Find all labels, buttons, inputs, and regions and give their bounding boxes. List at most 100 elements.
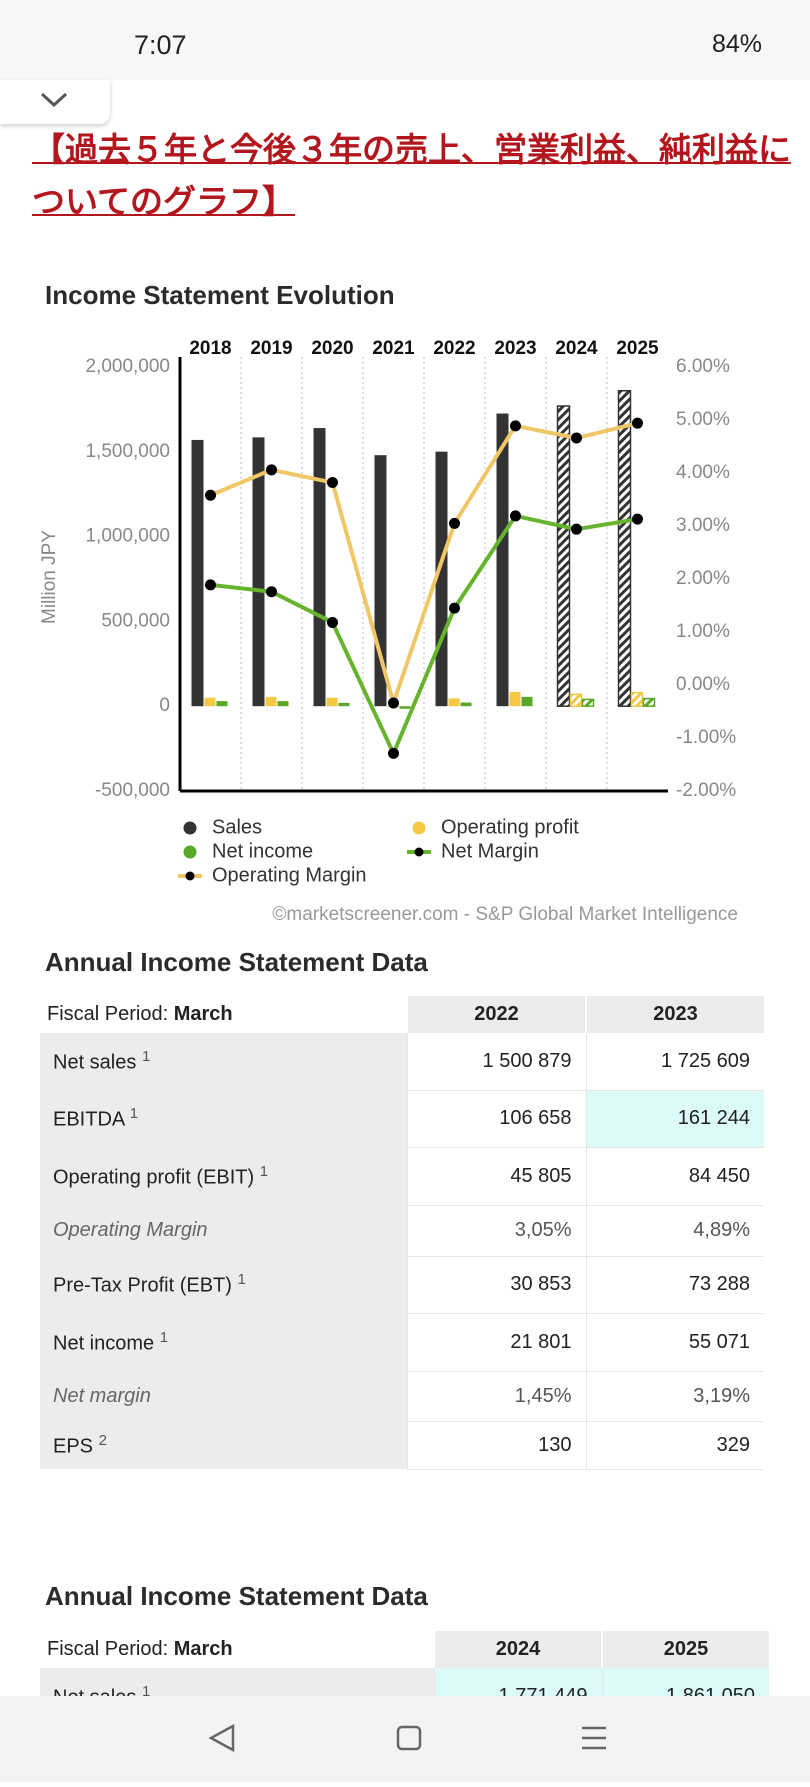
- series-line: [210, 513, 638, 756]
- series-line: [209, 421, 638, 706]
- bar: [521, 696, 533, 707]
- bar: [216, 701, 228, 707]
- bar: [642, 697, 656, 707]
- period-value: March: [173, 1003, 233, 1025]
- y2-tick-label: 4.00%: [676, 462, 730, 483]
- line-point: [388, 747, 399, 759]
- header-row: Fiscal Period: March 2024 2025: [39, 1631, 769, 1668]
- legend-label: Operating Margin: [212, 864, 367, 886]
- status-bar: 7:07 84%: [0, 0, 810, 80]
- x-tick-label: 2021: [372, 338, 415, 359]
- row-label: EPS 2: [40, 1421, 407, 1469]
- bar: [399, 706, 411, 709]
- bar: [460, 702, 472, 707]
- row-label: Operating Margin: [40, 1205, 407, 1256]
- y2-tick-label: 0.00%: [676, 674, 730, 695]
- y2-tick-label: 6.00%: [676, 356, 730, 377]
- bar: [338, 702, 350, 707]
- footnote-ref: 1: [141, 1683, 151, 1701]
- line-point: [571, 523, 582, 535]
- table-cell: 84 450: [585, 1147, 764, 1206]
- line-point: [327, 616, 338, 628]
- y-tick-label: 1,000,000: [85, 526, 170, 547]
- row-label-text: Operating Margin: [53, 1219, 208, 1241]
- period-label: Fiscal Period:: [47, 1003, 169, 1025]
- row-label-text: EBITDA: [53, 1108, 125, 1131]
- table-cell: 21 801: [406, 1313, 586, 1372]
- footnote-ref: 1: [259, 1162, 269, 1180]
- y-axis-label: Million JPY: [39, 530, 60, 624]
- legend-swatch: [412, 821, 426, 835]
- period-header: Fiscal Period: March: [39, 996, 407, 1033]
- status-battery: 84%: [711, 30, 762, 58]
- line-point: [205, 489, 216, 501]
- table-cell: 3,05%: [406, 1205, 586, 1257]
- legend-label: Net income: [212, 840, 313, 862]
- row-label: Net margin: [40, 1371, 407, 1421]
- chart: Income Statement Evolution Million JPY ©…: [39, 279, 738, 926]
- x-tick-label: 2018: [189, 338, 231, 359]
- bar: [556, 405, 571, 707]
- bar: [252, 437, 265, 707]
- line-point: [388, 697, 399, 709]
- bar: [265, 696, 277, 707]
- row-label: Net sales 1: [40, 1033, 407, 1090]
- table-cell: 30 853: [406, 1256, 586, 1314]
- bar: [313, 428, 326, 707]
- y-tick-label: 1,500,000: [85, 441, 170, 462]
- row-label-text: Net income: [53, 1332, 155, 1355]
- y-tick-label: 2,000,000: [85, 356, 170, 377]
- column-header: 2024: [433, 1631, 602, 1668]
- table-title: Annual Income Statement Data: [45, 947, 428, 977]
- table-cell: 329: [585, 1421, 764, 1470]
- line-point: [632, 417, 643, 429]
- bar: [617, 389, 632, 707]
- table-cell: 1,45%: [406, 1371, 586, 1422]
- bar: [509, 691, 521, 707]
- table-cell: 1 500 879: [406, 1033, 586, 1091]
- line-point: [632, 513, 643, 525]
- bar: [496, 413, 509, 707]
- table-row: Net margin 1,45% 3,19%: [40, 1371, 764, 1422]
- y-tick-label: 500,000: [101, 610, 170, 631]
- row-label-text: Operating profit (EBIT): [53, 1166, 255, 1189]
- page-heading: 【過去５年と今後３年の売上、営業利益、純利益についてのグラフ】: [32, 131, 791, 220]
- x-tick-label: 2024: [555, 338, 598, 359]
- bar: [277, 701, 289, 707]
- chevron-icon: [40, 92, 68, 108]
- row-label: EBITDA 1: [40, 1090, 407, 1147]
- home-button[interactable]: [396, 1725, 422, 1751]
- line-point: [205, 579, 216, 591]
- legend-swatch: [183, 821, 197, 835]
- footnote-ref: 1: [141, 1048, 151, 1066]
- table-cell: 3,19%: [585, 1371, 764, 1422]
- line-point: [266, 586, 277, 598]
- chart-credit: ©marketscreener.com - S&P Global Market …: [272, 904, 738, 925]
- y2-tick-label: 1.00%: [676, 621, 730, 642]
- row-label-text: Net sales: [53, 1051, 137, 1074]
- line-point: [449, 517, 460, 529]
- footnote-ref: 1: [237, 1271, 246, 1289]
- x-tick-label: 2025: [616, 338, 659, 359]
- back-button[interactable]: [208, 1723, 235, 1753]
- legend-label: Operating profit: [441, 816, 579, 838]
- period-header: Fiscal Period: March: [39, 1631, 434, 1668]
- footnote-ref: 1: [129, 1105, 139, 1123]
- menu-button[interactable]: [582, 1726, 606, 1750]
- line-point: [266, 464, 277, 476]
- table-row: Operating Margin 3,05% 4,89%: [40, 1205, 764, 1257]
- x-tick-label: 2019: [250, 338, 292, 359]
- table-cell: 130: [406, 1421, 586, 1470]
- legend-swatch: [183, 845, 197, 859]
- column-header: 2022: [406, 996, 586, 1033]
- row-label-text: Net margin: [53, 1384, 151, 1407]
- collapse-tab[interactable]: [0, 80, 110, 124]
- footnote-ref: 2: [98, 1431, 107, 1449]
- header-row: Fiscal Period: March 2022 2023: [39, 996, 764, 1033]
- row-label-text: EPS: [53, 1435, 94, 1458]
- y-tick-label: 0: [159, 695, 170, 716]
- bar: [581, 698, 595, 707]
- row-label: Pre-Tax Profit (EBT) 1: [40, 1256, 407, 1313]
